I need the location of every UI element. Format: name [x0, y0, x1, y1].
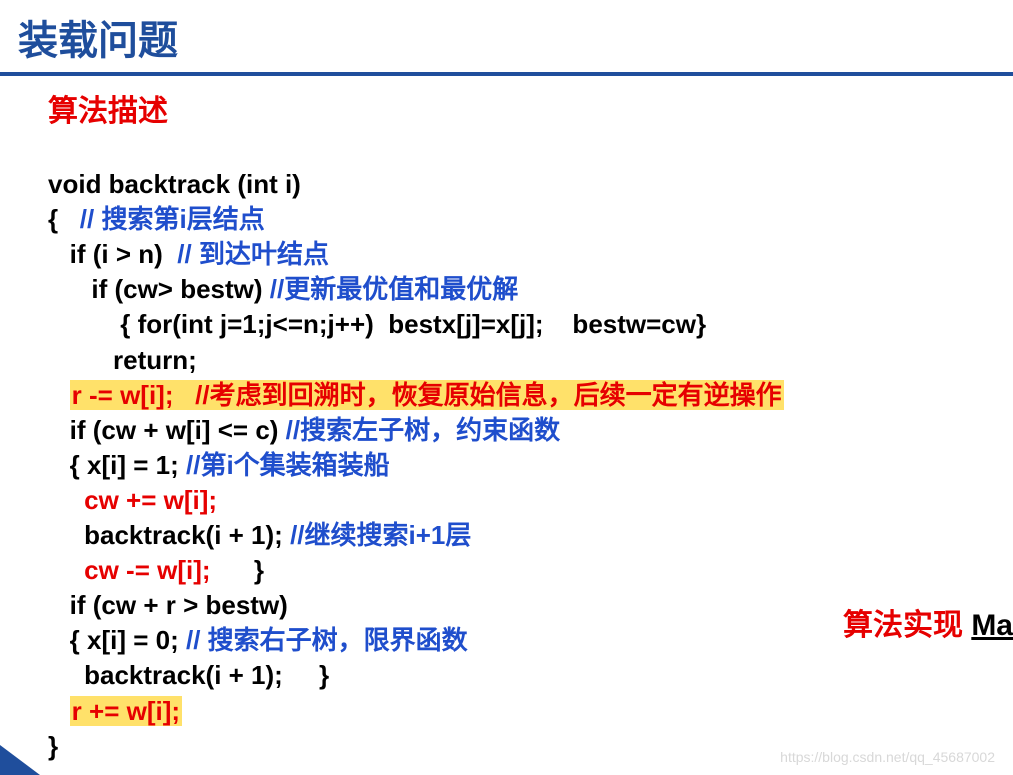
code-highlight: r += w[i];	[70, 696, 182, 726]
code-line: if (cw + r > bestw)	[48, 590, 288, 620]
code-line: backtrack(i + 1);	[48, 520, 290, 550]
code-line: {	[48, 204, 80, 234]
code-comment: //第i个集装箱装船	[186, 450, 390, 480]
code-line: { x[i] = 0;	[48, 625, 186, 655]
algo-link-text[interactable]: Ma	[971, 609, 1013, 642]
code-red: cw -= w[i];	[84, 555, 210, 585]
code-line: if (cw> bestw)	[48, 274, 270, 304]
code-comment: // 搜索右子树，限界函数	[186, 625, 468, 655]
code-line: void backtrack (int i)	[48, 169, 301, 199]
algo-link-red: 算法实现	[843, 609, 971, 642]
watermark: https://blog.csdn.net/qq_45687002	[780, 749, 995, 765]
page-title: 装载问题	[0, 0, 1013, 72]
code-line: return;	[48, 345, 197, 375]
code-block: void backtrack (int i) { // 搜索第i层结点 if (…	[0, 132, 1013, 764]
code-comment: // 到达叶结点	[177, 239, 329, 269]
code-line: }	[48, 731, 58, 761]
code-comment: //更新最优值和最优解	[270, 274, 518, 304]
code-line: backtrack(i + 1); }	[48, 660, 329, 690]
title-underline	[0, 72, 1013, 76]
corner-decoration	[0, 745, 40, 775]
code-red: cw += w[i];	[84, 485, 217, 515]
code-line: if (cw + w[i] <= c)	[48, 415, 286, 445]
code-line	[48, 555, 84, 585]
section-title: 算法描述	[0, 86, 1013, 130]
code-line	[48, 696, 70, 726]
code-line: { for(int j=1;j<=n;j++) bestx[j]=x[j]; b…	[48, 309, 706, 339]
code-comment: //搜索左子树，约束函数	[286, 415, 560, 445]
code-line	[48, 485, 84, 515]
code-line: }	[211, 555, 264, 585]
algorithm-link-label: 算法实现 Ma	[843, 600, 1013, 644]
code-line	[48, 380, 70, 410]
code-comment: // 搜索第i层结点	[80, 204, 265, 234]
code-comment: //继续搜索i+1层	[290, 520, 471, 550]
code-line: { x[i] = 1;	[48, 450, 186, 480]
code-highlight: r -= w[i]; //考虑到回溯时，恢复原始信息，后续一定有逆操作	[70, 380, 784, 410]
code-line: if (i > n)	[48, 239, 177, 269]
